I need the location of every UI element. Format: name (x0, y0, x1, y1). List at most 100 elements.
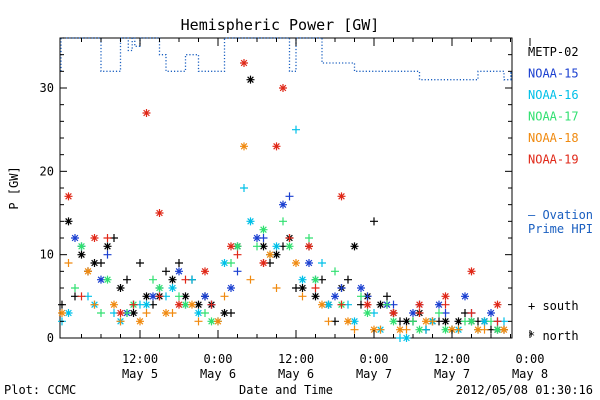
data-point (357, 292, 365, 301)
series-noaa-17-north (77, 225, 502, 334)
data-point (441, 300, 450, 309)
legend-item-noaa-17: NOAA-17 (528, 110, 579, 124)
data-point (103, 234, 112, 242)
data-point (331, 267, 339, 276)
data-point (162, 309, 170, 317)
data-point (116, 309, 125, 317)
data-point (298, 275, 307, 284)
data-point (383, 292, 391, 301)
data-point (318, 300, 326, 309)
data-point (467, 267, 476, 276)
x-tick-time-label: 0:00 (516, 352, 545, 366)
series-metp-02-south (58, 217, 508, 334)
data-point (415, 309, 424, 317)
data-point (155, 292, 164, 301)
data-point (292, 259, 300, 267)
data-point (324, 317, 333, 326)
data-point (220, 259, 229, 267)
data-point (272, 242, 281, 251)
series-noaa-16-south (58, 125, 508, 342)
data-point (201, 309, 209, 317)
data-point (441, 292, 450, 301)
y-tick-label: 20 (40, 164, 54, 178)
ovation-legend-line1: – Ovation (528, 208, 593, 222)
data-point (214, 317, 222, 326)
data-point (285, 242, 294, 251)
data-point (370, 325, 378, 334)
data-point (64, 192, 73, 201)
data-point (240, 184, 248, 192)
data-point (207, 300, 216, 309)
data-point (487, 309, 495, 317)
data-point (90, 300, 99, 309)
ovation-legend-line2: Prime HPI (528, 222, 593, 236)
data-point (344, 317, 352, 326)
data-point (467, 309, 476, 317)
data-point (305, 234, 313, 242)
data-point (363, 309, 372, 317)
series-noaa-19-north (64, 59, 502, 317)
data-points (58, 59, 508, 342)
ovation-hpi-line (60, 37, 512, 81)
data-point (155, 209, 164, 217)
data-point (402, 334, 411, 342)
data-point (389, 309, 398, 317)
data-point (175, 292, 183, 301)
data-point (259, 242, 268, 251)
data-point (233, 242, 242, 251)
chart-title: Hemispheric Power [GW] (181, 16, 380, 34)
x-tick-time-label: 12:00 (122, 352, 158, 366)
data-point (123, 275, 131, 284)
data-point (279, 217, 287, 226)
data-point (175, 300, 183, 309)
y-tick-label: 10 (40, 248, 54, 262)
y-axis-label: P [GW] (7, 166, 21, 209)
data-point (168, 275, 177, 284)
footer-right: 2012/05/08 01:30:16 (456, 383, 593, 397)
data-point (285, 192, 294, 201)
data-point (233, 250, 242, 259)
data-point (142, 109, 151, 117)
x-tick-date-label: May 5 (122, 367, 158, 381)
data-point (266, 250, 274, 259)
data-point (77, 250, 86, 259)
footer-left: Plot: CCMC (4, 383, 76, 397)
data-point (201, 292, 209, 301)
data-point (71, 234, 79, 242)
legend: METP-02 NOAA-15 NOAA-16 NOAA-17 NOAA-18 NOAA-… (528, 45, 579, 167)
data-point (71, 284, 79, 292)
data-point (305, 259, 313, 267)
data-point (480, 317, 489, 326)
x-tick-date-label: May 6 (200, 367, 236, 381)
y-tick-label: 30 (40, 81, 54, 95)
data-point (376, 300, 385, 309)
data-point (344, 275, 352, 284)
data-point (227, 259, 235, 267)
data-point (324, 300, 333, 309)
data-point (350, 317, 359, 326)
data-point (272, 284, 281, 292)
data-point (129, 300, 138, 309)
data-point (201, 267, 209, 276)
data-point (318, 259, 326, 267)
data-point (194, 309, 203, 317)
data-point (136, 259, 144, 267)
data-point (142, 300, 151, 309)
data-point (279, 200, 287, 209)
data-point (220, 292, 229, 301)
data-point (415, 325, 424, 334)
data-point (337, 284, 346, 292)
data-point (298, 292, 307, 301)
data-point (246, 75, 255, 84)
data-point (116, 284, 125, 292)
data-point (175, 259, 183, 267)
series-noaa-18-north (58, 142, 508, 334)
data-point (370, 217, 378, 226)
plot-frame (59, 37, 513, 339)
data-point (474, 325, 482, 334)
data-point (129, 309, 138, 317)
data-point (246, 217, 255, 226)
data-point (441, 317, 450, 326)
